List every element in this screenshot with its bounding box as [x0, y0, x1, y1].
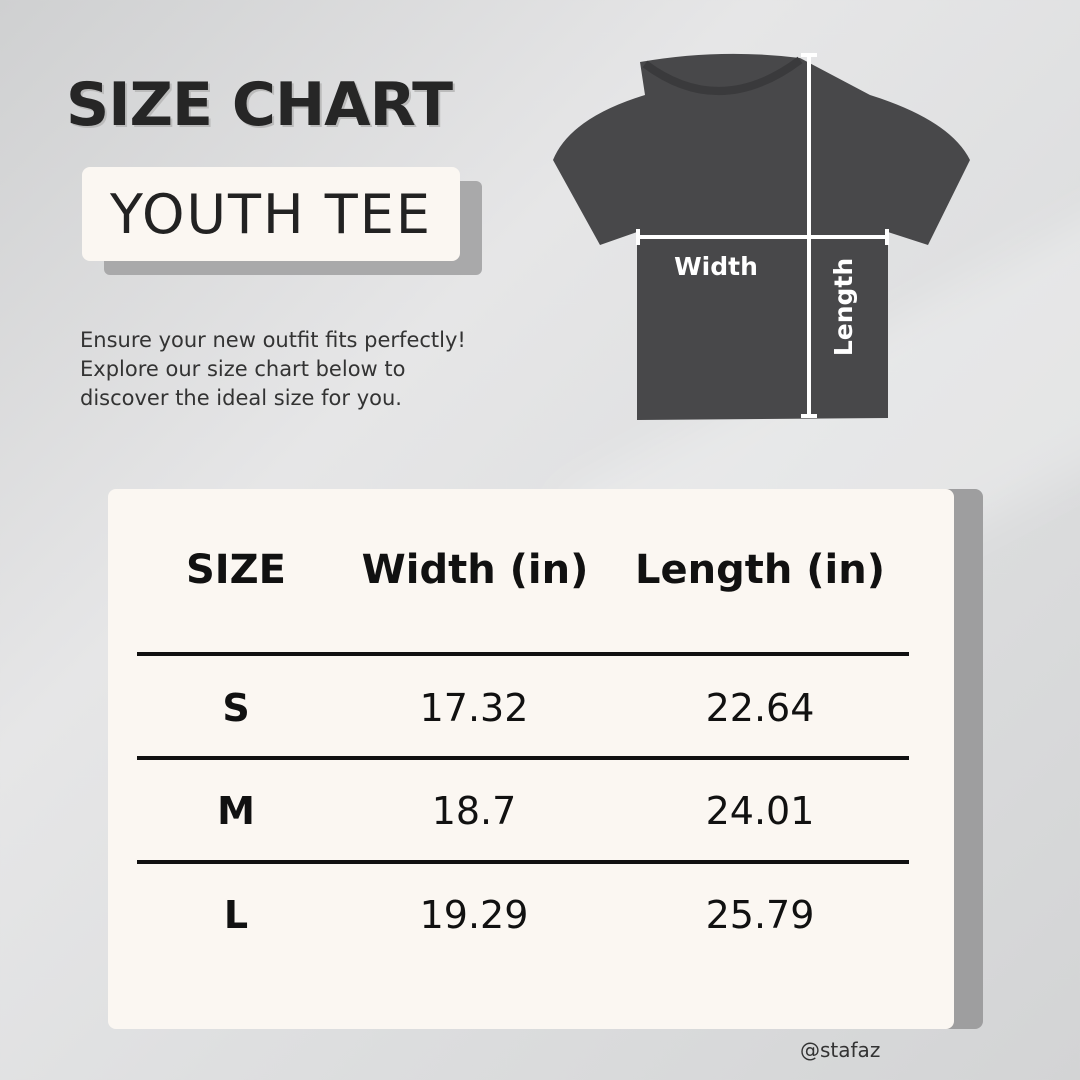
length-label: Length [829, 258, 858, 356]
header-size: SIZE [185, 547, 287, 593]
cell-size: M [217, 789, 255, 833]
table-divider [137, 756, 909, 760]
table-divider [137, 860, 909, 864]
cell-length: 25.79 [705, 893, 815, 937]
cell-size: S [222, 686, 250, 730]
header-width: Width (in) [361, 547, 589, 593]
width-label: Width [674, 252, 758, 281]
table-divider [137, 652, 909, 656]
description-line: Explore our size chart below to [80, 357, 406, 381]
subtitle-badge: YOUTH TEE [82, 167, 460, 261]
cell-width: 18.7 [431, 789, 517, 833]
cell-length: 24.01 [705, 789, 815, 833]
tshirt-collar [642, 56, 803, 95]
page-title: SIZE CHART [66, 70, 453, 140]
cell-width: 17.32 [419, 686, 529, 730]
social-handle: @stafaz [800, 1038, 881, 1062]
description-line: discover the ideal size for you. [80, 386, 402, 410]
cell-size: L [223, 893, 249, 937]
cell-width: 19.29 [419, 893, 529, 937]
tshirt-diagram: Width Length [553, 53, 970, 420]
header-length: Length (in) [635, 547, 885, 593]
cell-length: 22.64 [705, 686, 815, 730]
description: Ensure your new outfit fits perfectly! E… [80, 326, 510, 413]
description-line: Ensure your new outfit fits perfectly! [80, 328, 466, 352]
